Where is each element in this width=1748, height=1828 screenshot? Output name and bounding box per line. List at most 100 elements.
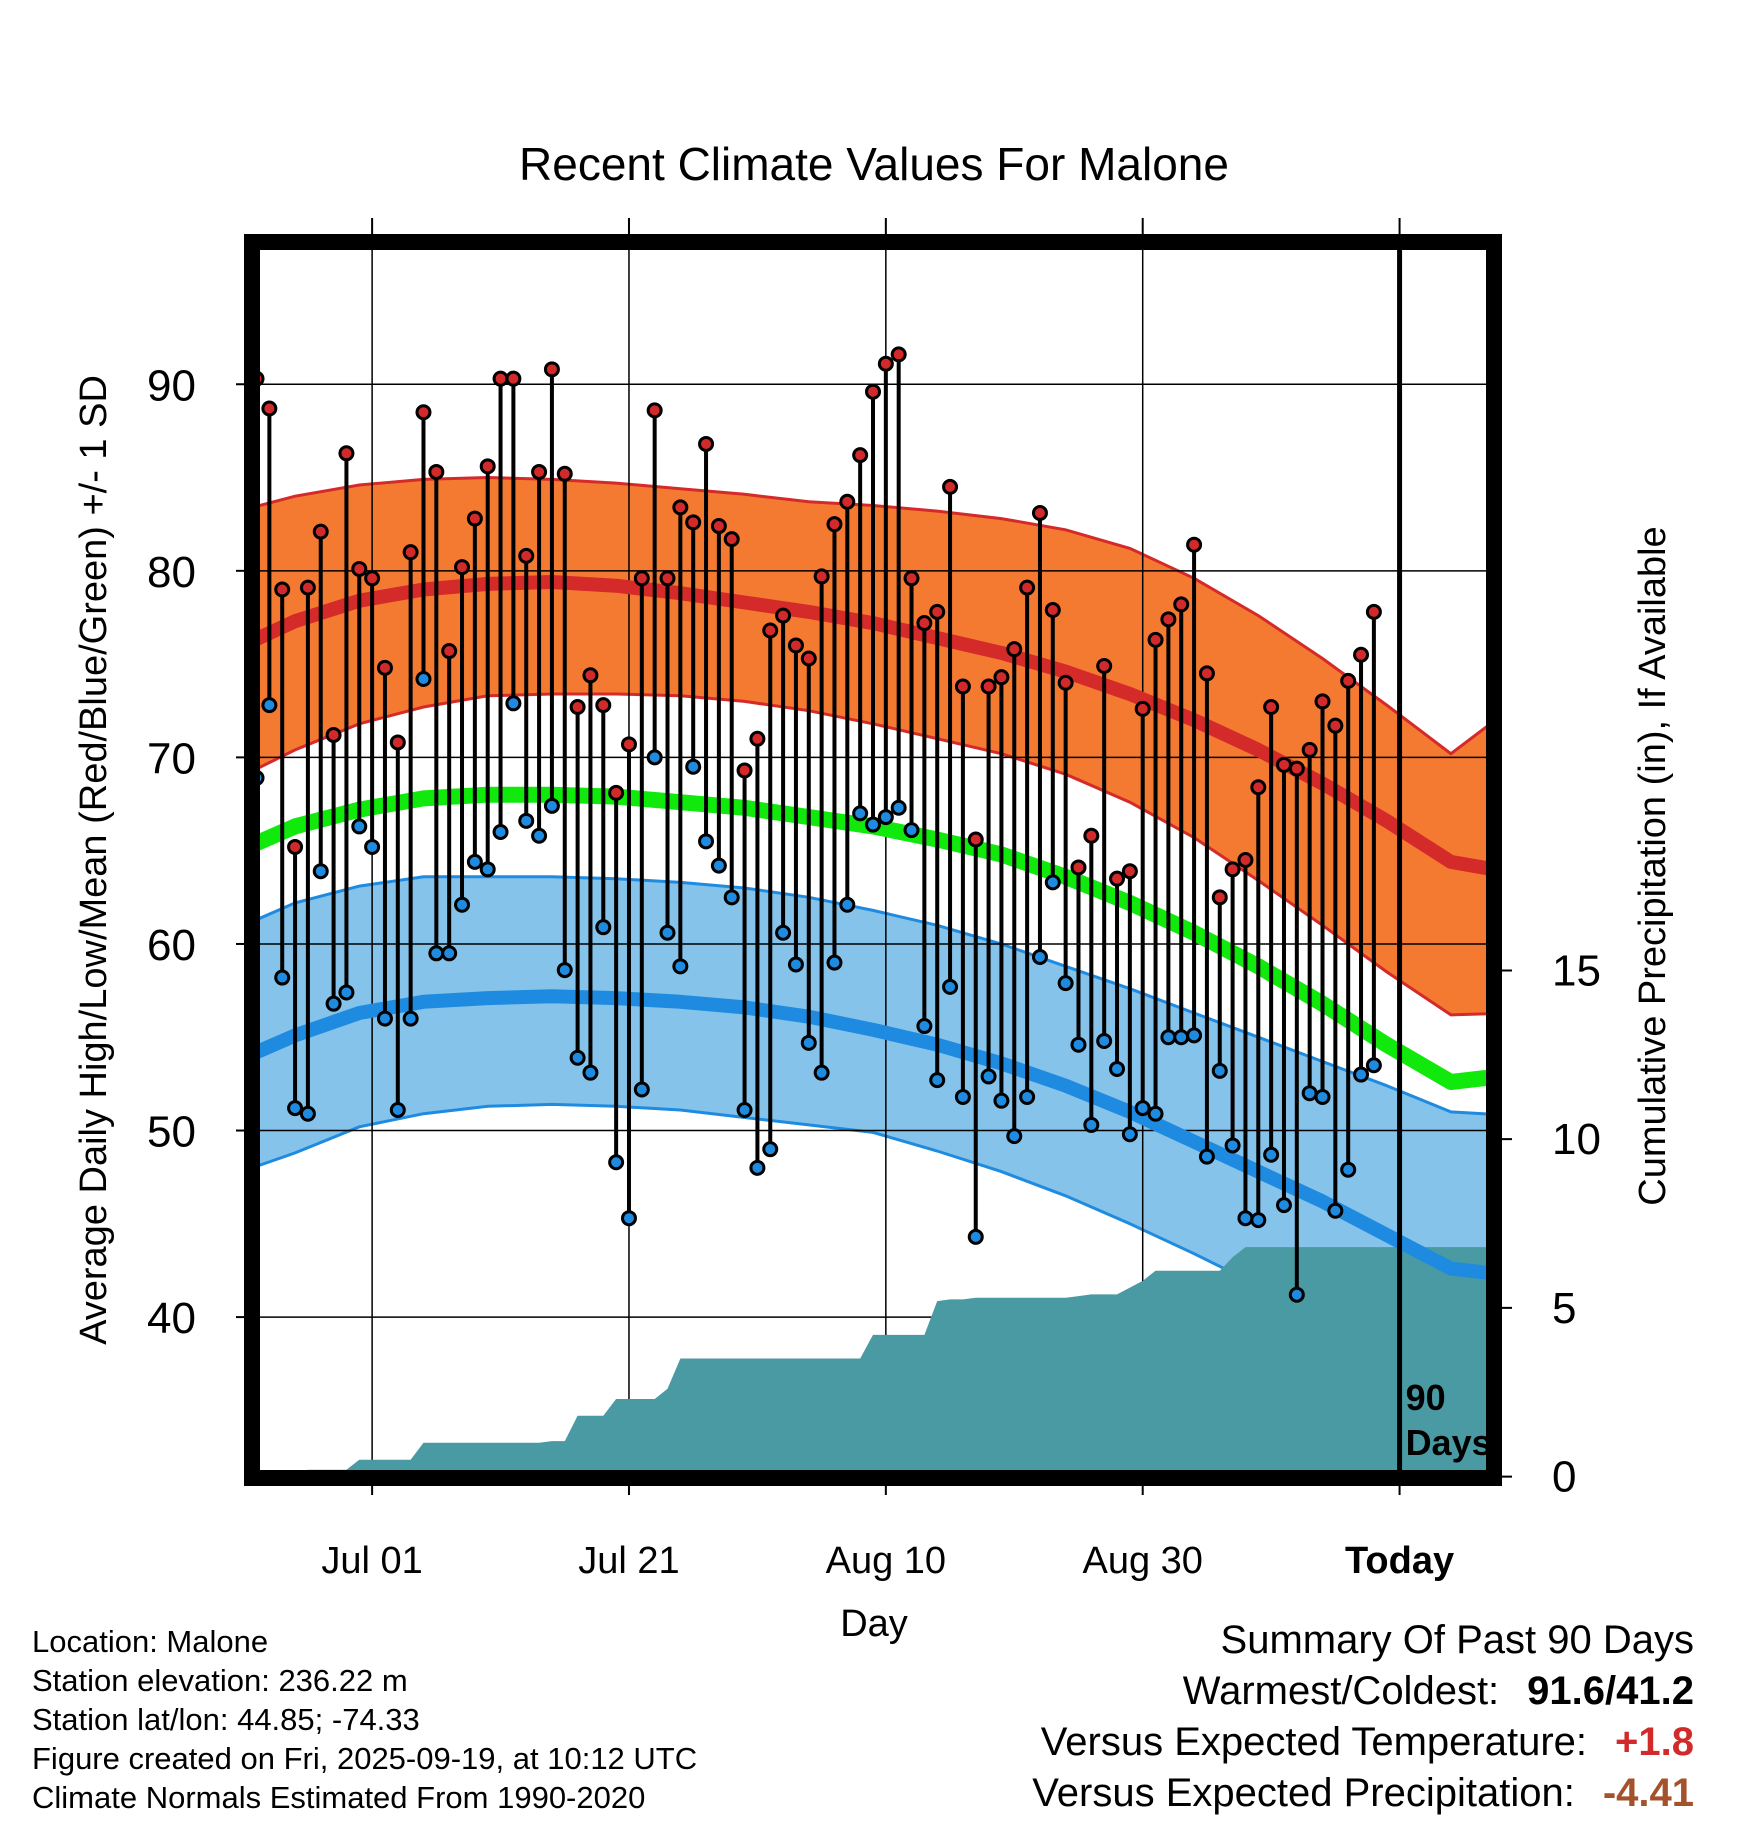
daily-high-point xyxy=(1250,779,1267,796)
precip-anomaly-label: Versus Expected Precipitation: xyxy=(1032,1771,1575,1815)
daily-low-point xyxy=(877,809,894,826)
created-text: Figure created on Fri, 2025-09-19, at 10… xyxy=(32,1741,698,1776)
daily-low-point xyxy=(646,749,663,766)
daily-high-point xyxy=(492,370,509,387)
x-tick-label: Aug 30 xyxy=(1082,1540,1202,1582)
summary-panel: Summary Of Past 90 Days Warmest/Coldest:… xyxy=(1032,1615,1694,1819)
y2-tick-label: 10 xyxy=(1552,1115,1601,1164)
daily-low-point xyxy=(1031,949,1048,966)
daily-low-point xyxy=(1353,1066,1370,1083)
daily-high-point xyxy=(531,463,548,480)
daily-low-point xyxy=(595,919,612,936)
daily-low-point xyxy=(338,984,355,1001)
daily-high-point xyxy=(1365,603,1382,620)
daily-high-point xyxy=(1109,870,1126,887)
daily-high-point xyxy=(762,622,779,639)
daily-high-point xyxy=(1173,596,1190,613)
daily-high-point xyxy=(1353,646,1370,663)
y-tick-label: 40 xyxy=(147,1294,196,1343)
daily-low-point xyxy=(466,853,483,870)
daily-high-point xyxy=(595,697,612,714)
normals-text: Climate Normals Estimated From 1990-2020 xyxy=(32,1780,646,1815)
daily-high-point xyxy=(749,730,766,747)
daily-low-point xyxy=(1288,1286,1305,1303)
daily-high-point xyxy=(1096,657,1113,674)
daily-high-point xyxy=(287,838,304,855)
daily-low-point xyxy=(762,1141,779,1158)
daily-high-point xyxy=(620,736,637,753)
daily-high-point xyxy=(1186,536,1203,553)
daily-low-point xyxy=(518,812,535,829)
daily-high-point xyxy=(916,615,933,632)
daily-low-point xyxy=(826,954,843,971)
warmest-value: 91.6/41.2 xyxy=(1527,1669,1694,1713)
daily-low-point xyxy=(1327,1202,1344,1219)
daily-high-point xyxy=(299,579,316,596)
daily-high-point xyxy=(967,831,984,848)
daily-high-point xyxy=(479,458,496,475)
today-label-count: 90 xyxy=(1406,1377,1446,1418)
daily-low-point xyxy=(736,1102,753,1118)
daily-high-point xyxy=(415,404,432,421)
daily-low-point xyxy=(787,956,804,973)
daily-high-point xyxy=(1031,504,1048,521)
daily-low-point xyxy=(454,896,471,913)
y-axis-left-label: Average Daily High/Low/Mean (Red/Blue/Gr… xyxy=(73,375,115,1345)
daily-high-point xyxy=(1263,699,1280,716)
daily-high-point xyxy=(1314,693,1331,710)
warmest-label: Warmest/Coldest: xyxy=(1182,1669,1500,1713)
daily-high-point xyxy=(505,370,522,387)
daily-low-point xyxy=(1365,1057,1382,1074)
daily-high-point xyxy=(800,650,817,667)
daily-high-point xyxy=(698,435,715,452)
daily-high-point xyxy=(376,659,393,676)
precipitation-area xyxy=(299,1247,1488,1472)
daily-high-point xyxy=(1083,827,1100,844)
y-tick-label: 90 xyxy=(147,361,196,410)
daily-low-point xyxy=(1121,1126,1138,1143)
daily-high-point xyxy=(723,531,740,548)
daily-high-point xyxy=(325,727,342,743)
daily-high-point xyxy=(813,568,830,585)
daily-high-point xyxy=(1121,863,1138,880)
daily-low-point xyxy=(415,671,432,688)
daily-high-point xyxy=(1019,579,1036,596)
daily-high-point xyxy=(826,516,843,533)
chart-title: Recent Climate Values For Malone xyxy=(519,138,1229,190)
daily-low-point xyxy=(1109,1060,1126,1077)
daily-low-point xyxy=(1044,874,1061,891)
daily-low-point xyxy=(710,857,727,874)
daily-high-point xyxy=(672,499,689,516)
daily-high-point xyxy=(338,445,355,462)
daily-low-point xyxy=(389,1102,406,1118)
daily-low-point xyxy=(903,822,920,839)
daily-low-point xyxy=(775,924,792,941)
daily-low-point xyxy=(1263,1146,1280,1163)
daily-low-point xyxy=(1019,1088,1036,1105)
daily-high-point xyxy=(787,637,804,654)
daily-high-point xyxy=(980,678,997,695)
daily-high-point xyxy=(1237,852,1254,868)
daily-low-point xyxy=(543,797,560,814)
daily-low-point xyxy=(608,1154,625,1171)
daily-high-point xyxy=(224,568,237,581)
daily-low-point xyxy=(672,958,689,975)
daily-low-point xyxy=(723,889,740,906)
temp-anomaly-label: Versus Expected Temperature: xyxy=(1040,1720,1588,1764)
latlon-text: Station lat/lon: 44.85; -74.33 xyxy=(32,1702,420,1737)
daily-low-point xyxy=(916,1018,933,1035)
daily-low-point xyxy=(299,1105,316,1122)
precip-anomaly-row: Versus Expected Precipitation: -4.41 xyxy=(1032,1768,1694,1819)
y2-tick-label: 0 xyxy=(1552,1453,1576,1502)
daily-low-point xyxy=(698,833,715,850)
daily-high-point xyxy=(364,570,381,587)
daily-low-point xyxy=(274,969,291,986)
daily-high-point xyxy=(1211,889,1228,906)
daily-high-point xyxy=(351,560,368,577)
x-tick-label: Aug 10 xyxy=(826,1540,946,1582)
daily-high-point xyxy=(839,493,856,510)
daily-low-point xyxy=(1096,1032,1113,1049)
daily-low-point xyxy=(813,1064,830,1081)
daily-low-point xyxy=(569,1049,586,1066)
